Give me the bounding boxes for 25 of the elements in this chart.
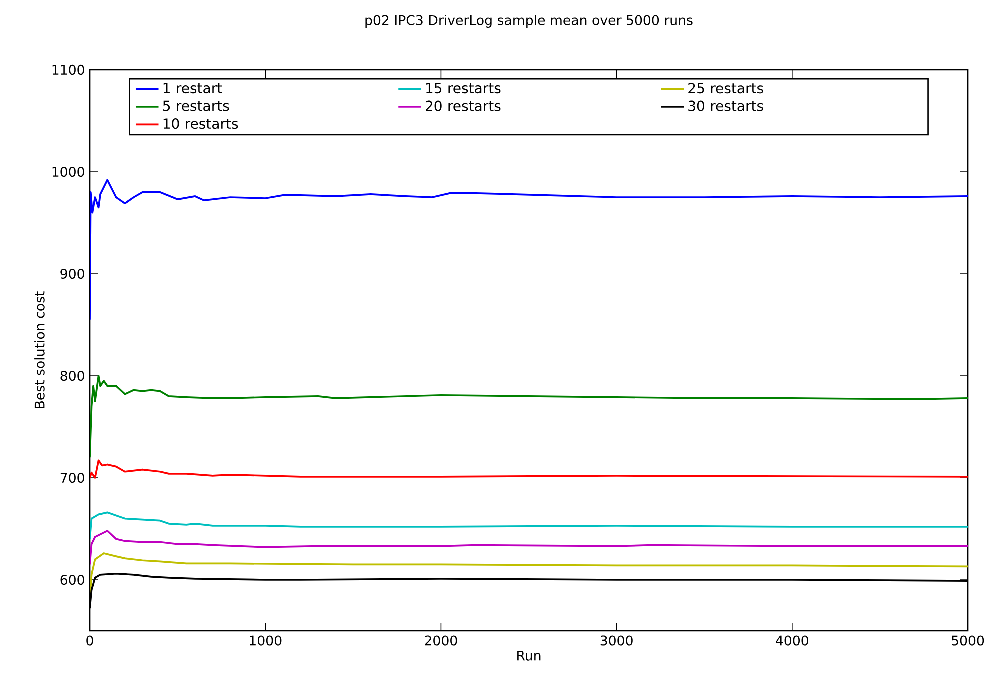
y-tick-label: 1100 [52, 64, 84, 76]
y-tick-label: 800 [60, 370, 84, 382]
x-tick-label: 4000 [776, 636, 808, 646]
x-tick-label: 3000 [600, 636, 633, 646]
y-tick-label: 700 [60, 472, 84, 484]
x-tick-label: 0 [86, 636, 94, 646]
legend-label: 25 restarts [688, 83, 764, 94]
x-axis-title: Run [518, 650, 541, 661]
chart-title: p02 IPC3 DriverLog sample mean over 5000 runs [366, 15, 693, 28]
y-tick-label: 900 [60, 268, 84, 280]
legend-label: 20 restarts [426, 100, 501, 112]
x-tick-label: 2000 [425, 636, 458, 646]
line-series [90, 512, 968, 540]
x-tick-label: 5000 [952, 636, 984, 646]
y-tick-label: 1000 [52, 166, 84, 178]
y-axis-title: Best solution cost [34, 292, 45, 408]
legend-label: 1 restart [164, 83, 222, 94]
legend-label: 5 restarts [163, 100, 230, 112]
line-series [90, 375, 968, 459]
legend-label: 15 restarts [426, 83, 501, 94]
legend-label: 10 restarts [164, 118, 238, 130]
y-tick-label: 600 [60, 574, 84, 586]
line-series [90, 530, 968, 566]
legend-label: 30 restarts [688, 100, 764, 112]
x-tick-label: 1000 [250, 636, 282, 646]
